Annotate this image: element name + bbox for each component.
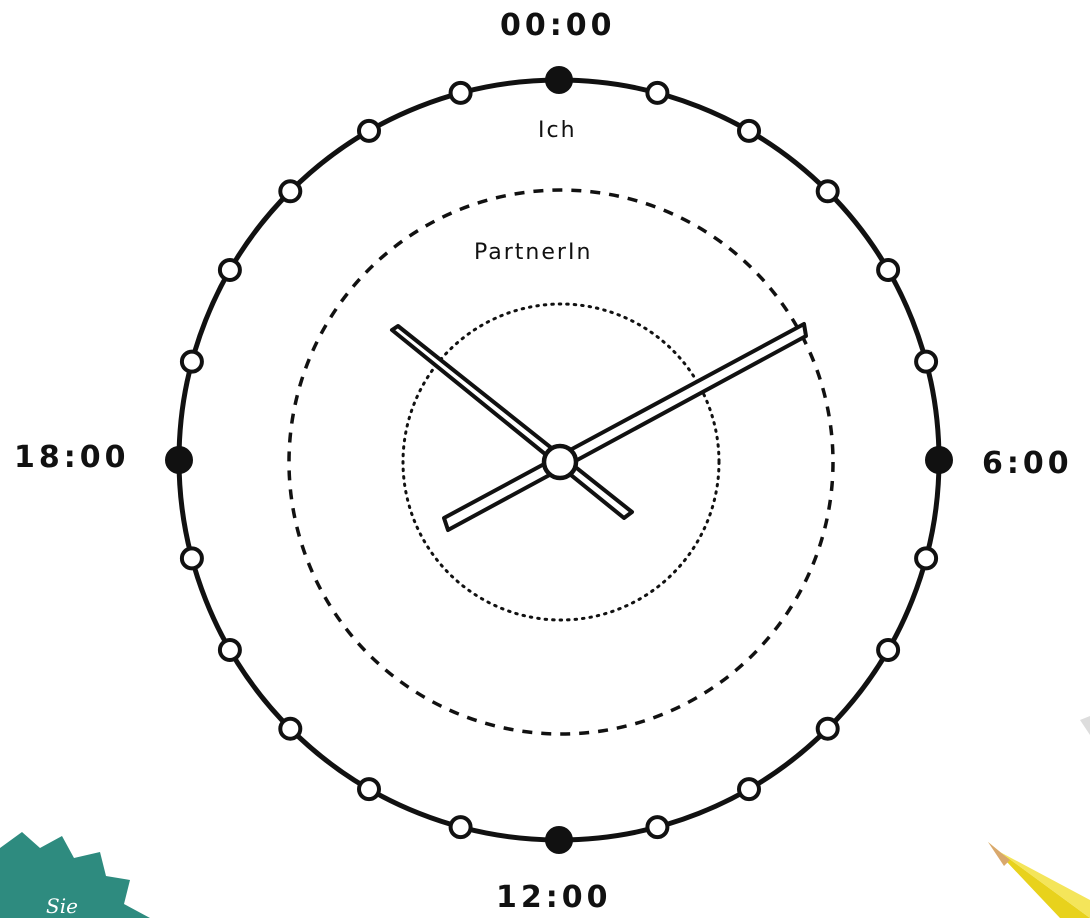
hour-marker xyxy=(645,80,670,105)
inner-ring xyxy=(401,302,721,622)
time-label-left: 18:00 xyxy=(14,440,130,475)
hour-marker xyxy=(914,546,939,571)
hour-marker xyxy=(448,815,473,840)
hour-marker xyxy=(914,349,939,374)
hour-marker xyxy=(876,638,901,662)
hour-marker xyxy=(217,258,242,282)
hand-pivot xyxy=(541,443,579,481)
badge-label: Sie xyxy=(46,894,78,918)
hour-marker xyxy=(737,777,761,802)
hour-marker xyxy=(217,638,242,662)
hour-marker xyxy=(278,179,303,204)
hour-marker xyxy=(278,716,303,741)
badge-shape xyxy=(0,832,150,918)
hour-marker xyxy=(357,777,381,802)
hour-marker xyxy=(815,716,840,741)
hour-marker-filled xyxy=(925,446,953,474)
hour-marker xyxy=(815,179,840,204)
time-label-bottom: 12:00 xyxy=(496,880,612,915)
hour-marker xyxy=(179,546,204,571)
hour-marker-filled xyxy=(165,446,193,474)
hour-marker xyxy=(448,80,473,105)
ring-label-ich: Ich xyxy=(538,118,577,143)
middle-ring xyxy=(287,188,835,736)
hour-marker xyxy=(737,118,761,143)
ring-label-partnerin: PartnerIn xyxy=(474,240,593,265)
hour-markers xyxy=(165,66,953,854)
long-hand xyxy=(442,322,808,532)
time-label-top: 00:00 xyxy=(500,8,616,43)
hour-marker xyxy=(645,815,670,840)
hour-marker xyxy=(357,118,381,143)
clock-hands xyxy=(390,322,808,532)
hour-marker-filled xyxy=(545,826,573,854)
time-label-right: 6:00 xyxy=(982,446,1073,481)
hour-marker xyxy=(876,258,901,282)
hour-marker xyxy=(179,349,204,374)
hour-marker-filled xyxy=(545,66,573,94)
pencil-icon xyxy=(988,716,1090,918)
